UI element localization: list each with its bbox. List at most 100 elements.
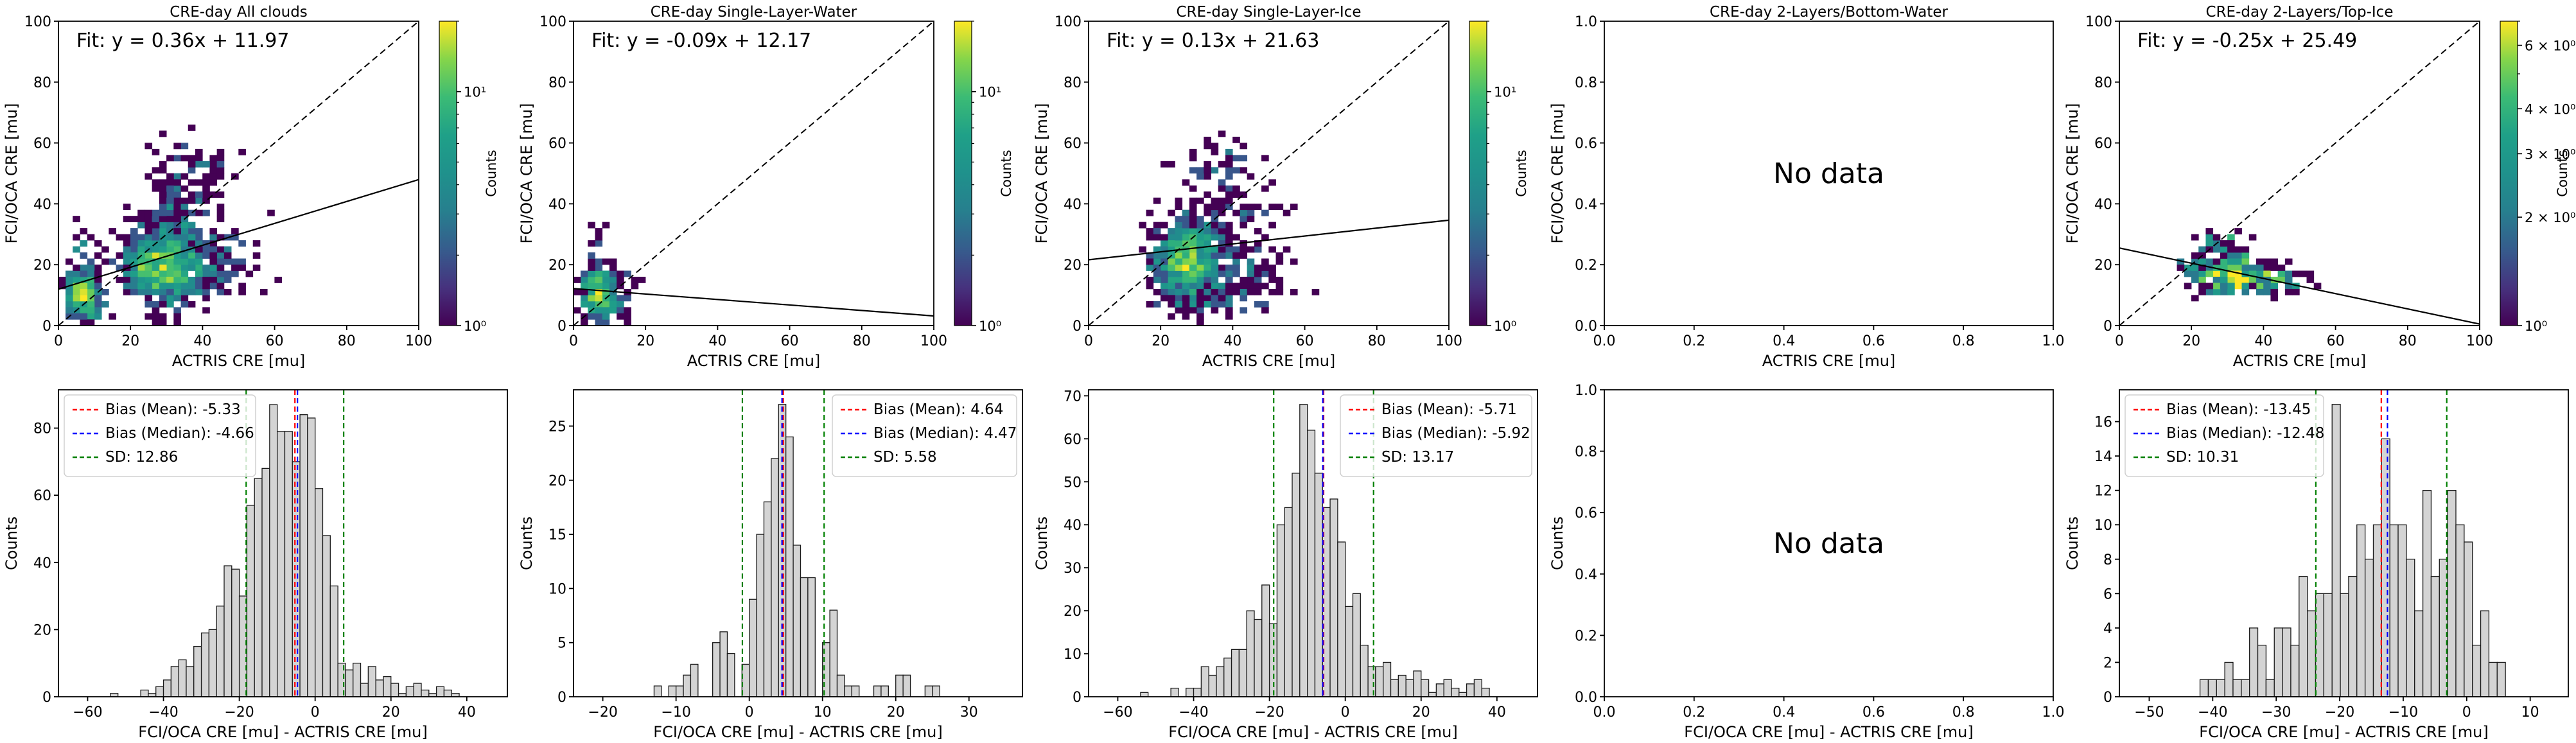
hist2d-cell xyxy=(1182,258,1190,265)
x-axis-label: ACTRIS CRE [mu] xyxy=(172,352,306,370)
histogram-bar xyxy=(1436,683,1445,697)
histogram-bar xyxy=(2315,593,2324,697)
hist2d-cell xyxy=(180,270,189,277)
hist2d-cell xyxy=(2227,240,2235,247)
y-tick-label: 5 xyxy=(557,636,566,652)
x-tick-label: 40 xyxy=(458,704,476,721)
x-tick-label: −20 xyxy=(224,704,254,721)
hist2d-cell xyxy=(180,276,189,283)
histogram-bar xyxy=(1375,666,1384,697)
hist2d-cell xyxy=(1268,179,1277,186)
hist2d-cell xyxy=(1225,197,1233,204)
hist2d-cell xyxy=(202,179,210,186)
hist2d-cell xyxy=(1175,204,1183,211)
hist2d-cell xyxy=(87,265,95,271)
fit-line xyxy=(58,179,419,290)
histogram-bar xyxy=(1329,498,1338,697)
hist2d-cell xyxy=(180,288,189,295)
hist2d-cell xyxy=(216,191,225,198)
hist2d-cell xyxy=(2270,276,2278,283)
hist2d-cell xyxy=(152,319,160,326)
hist2d-cell xyxy=(216,204,225,211)
colorbar-tick-label: 10¹ xyxy=(1494,85,1516,100)
hist2d-cell xyxy=(87,301,95,308)
hist2d-cell xyxy=(1204,270,1212,277)
hist2d-cell xyxy=(2191,258,2199,265)
x-axis-label: FCI/OCA CRE [mu] - ACTRIS CRE [mu] xyxy=(1684,723,1973,741)
hist2d-cell xyxy=(2205,258,2213,265)
hist2d-cell xyxy=(2284,270,2293,277)
hist2d-cell xyxy=(1218,185,1226,192)
hist2d-cell xyxy=(2234,246,2242,253)
hist2d-cell xyxy=(1146,258,1154,265)
hist2d-cell xyxy=(66,307,73,314)
axes-frame xyxy=(573,21,935,326)
hist2d-cell xyxy=(574,276,581,283)
hist2d-cell xyxy=(1146,276,1154,283)
hist2d-cell xyxy=(159,258,167,265)
hist2d-cell xyxy=(1153,288,1161,295)
hist2d-cell xyxy=(2248,234,2257,241)
hist2d-cell xyxy=(2220,276,2228,283)
hist2d-cell xyxy=(2234,258,2242,265)
hist2d-cell xyxy=(130,276,138,283)
hist2d-cell xyxy=(1161,240,1169,247)
hist2d-cell xyxy=(202,270,210,277)
legend-label: Bias (Median): -12.48 xyxy=(2166,425,2324,442)
hist2d-cell xyxy=(1196,307,1205,314)
y-tick-label: 0.2 xyxy=(1575,258,1597,274)
hist2d-cell xyxy=(173,295,181,302)
hist2d-cell xyxy=(73,313,80,320)
legend-label: SD: 5.58 xyxy=(873,449,937,466)
hist2d-cell xyxy=(1175,197,1183,204)
hist2d-cell xyxy=(180,252,189,259)
y-axis-label: Counts xyxy=(3,516,21,570)
histogram-bar xyxy=(276,431,286,697)
hist2d-cell xyxy=(94,283,102,290)
hist2d-cell xyxy=(2270,258,2278,265)
y-tick-label: 0 xyxy=(42,690,51,706)
hist2d-cell xyxy=(595,288,603,295)
histogram-bar xyxy=(749,599,757,697)
hist2d-cell xyxy=(202,161,210,168)
hist2d-cell xyxy=(195,283,203,290)
hist2d-cell xyxy=(2191,234,2199,241)
hist2d-cell xyxy=(1161,222,1169,229)
hist2d-cell xyxy=(123,216,131,223)
hist2d-cell xyxy=(602,307,610,314)
hist2d-cell xyxy=(87,319,95,326)
hist2d-cell xyxy=(1225,234,1233,241)
histogram-bar xyxy=(2414,610,2424,697)
hist2d-cell xyxy=(1218,252,1226,259)
hist2d-cell xyxy=(2205,270,2213,277)
hist2d-cell xyxy=(2205,288,2213,295)
hist2d-cell xyxy=(2284,258,2293,265)
hist2d-cell xyxy=(1268,276,1277,283)
hist2d-cell xyxy=(588,283,596,290)
hist2d-cell xyxy=(1232,167,1241,174)
hist2d-cell xyxy=(137,246,145,253)
hist2d-cell xyxy=(1204,252,1212,259)
hist2d-cell xyxy=(216,216,225,223)
histogram-bar xyxy=(1292,473,1301,697)
hist2d-cell xyxy=(595,295,603,302)
hist2d-cell xyxy=(1175,240,1183,247)
hist2d-cell xyxy=(216,288,225,295)
hist2d-cell xyxy=(1290,204,1298,211)
hist2d-cell xyxy=(1204,258,1212,265)
hist2d-cell xyxy=(602,270,610,277)
hist2d-cell xyxy=(130,283,138,290)
hist2d-cell xyxy=(202,209,210,216)
hist2d-cell xyxy=(80,265,88,271)
hist2d-cell xyxy=(166,283,174,290)
hist2d-cell xyxy=(1240,307,1248,314)
hist2d-cell xyxy=(80,228,88,234)
axes-frame xyxy=(1088,21,1450,326)
hist2d-cell xyxy=(73,283,80,290)
hist2d-cell xyxy=(1218,204,1226,211)
hist2d-cell xyxy=(1189,228,1197,234)
x-tick-label: 40 xyxy=(2254,333,2272,349)
hist2d-cell xyxy=(1225,265,1233,271)
hist2d-cell xyxy=(123,204,131,211)
hist2d-cell xyxy=(1175,265,1183,271)
